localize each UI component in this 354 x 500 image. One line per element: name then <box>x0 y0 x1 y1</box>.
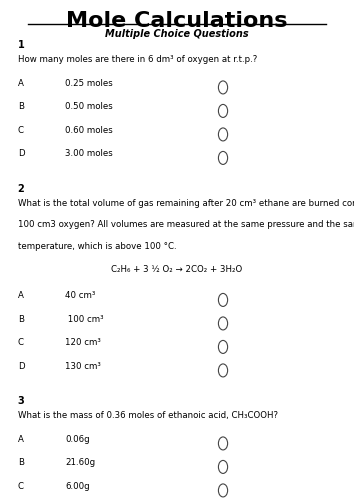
Text: 120 cm³: 120 cm³ <box>65 338 101 347</box>
Text: B: B <box>18 314 24 324</box>
Text: D: D <box>18 362 24 370</box>
Text: How many moles are there in 6 dm³ of oxygen at r.t.p.?: How many moles are there in 6 dm³ of oxy… <box>18 55 257 64</box>
Text: What is the total volume of gas remaining after 20 cm³ ethane are burned complet: What is the total volume of gas remainin… <box>18 198 354 207</box>
Text: temperature, which is above 100 °C.: temperature, which is above 100 °C. <box>18 242 176 250</box>
Text: 40 cm³: 40 cm³ <box>65 291 96 300</box>
Text: C₂H₆ + 3 ½ O₂ → 2CO₂ + 3H₂O: C₂H₆ + 3 ½ O₂ → 2CO₂ + 3H₂O <box>112 265 242 274</box>
Text: Mole Calculations: Mole Calculations <box>66 11 288 31</box>
Text: 0.60 moles: 0.60 moles <box>65 126 113 134</box>
Text: 130 cm³: 130 cm³ <box>65 362 101 370</box>
Text: B: B <box>18 458 24 467</box>
Text: What is the mass of 0.36 moles of ethanoic acid, CH₃COOH?: What is the mass of 0.36 moles of ethano… <box>18 411 278 420</box>
Text: D: D <box>18 149 24 158</box>
Text: B: B <box>18 102 24 111</box>
Text: C: C <box>18 482 24 490</box>
Text: 3: 3 <box>18 396 24 406</box>
Text: 6.00g: 6.00g <box>65 482 90 490</box>
Text: 1: 1 <box>18 40 24 50</box>
Text: A: A <box>18 78 24 88</box>
Text: 100 cm³: 100 cm³ <box>65 314 104 324</box>
Text: 0.25 moles: 0.25 moles <box>65 78 113 88</box>
Text: A: A <box>18 434 24 444</box>
Text: Multiple Choice Questions: Multiple Choice Questions <box>105 29 249 39</box>
Text: A: A <box>18 291 24 300</box>
Text: 0.06g: 0.06g <box>65 434 90 444</box>
Text: 3.00 moles: 3.00 moles <box>65 149 113 158</box>
Text: 0.50 moles: 0.50 moles <box>65 102 113 111</box>
Text: C: C <box>18 126 24 134</box>
Text: C: C <box>18 338 24 347</box>
Text: 2: 2 <box>18 184 24 194</box>
Text: 21.60g: 21.60g <box>65 458 96 467</box>
Text: 100 cm3 oxygen? All volumes are measured at the same pressure and the same: 100 cm3 oxygen? All volumes are measured… <box>18 220 354 229</box>
